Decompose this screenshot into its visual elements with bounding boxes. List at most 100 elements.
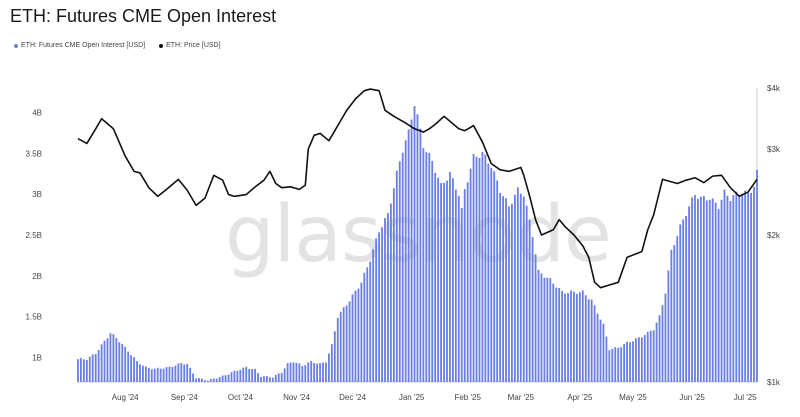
legend-item-price[interactable]: ETH: Price [USD] (159, 42, 221, 49)
oi-bar (345, 305, 348, 382)
oi-bar (112, 334, 115, 382)
oi-bar (567, 293, 569, 382)
legend-item-open-interest[interactable]: ETH: Futures CME Open Interest [USD] (14, 42, 145, 49)
oi-bar (245, 366, 248, 382)
oi-bar (664, 293, 667, 382)
oi-bar (454, 189, 457, 382)
chart-title: ETH: Futures CME Open Interest (10, 6, 277, 26)
oi-bar (602, 323, 605, 382)
oi-bar (351, 294, 354, 382)
oi-bar (130, 355, 133, 382)
oi-bar (121, 344, 124, 382)
oi-bar (658, 315, 661, 382)
oi-bar (451, 178, 454, 382)
oi-bar (649, 330, 652, 382)
oi-bar (632, 341, 634, 382)
oi-bar (478, 157, 481, 382)
oi-bar (106, 338, 109, 382)
oi-bar (738, 194, 741, 382)
oi-bar (496, 180, 499, 382)
oi-bar (357, 288, 360, 382)
oi-bar (384, 218, 386, 382)
oi-bar (313, 363, 316, 382)
oi-bar (227, 374, 230, 382)
oi-bar (413, 106, 416, 383)
oi-bar (242, 367, 245, 382)
y-left-tick-label: 2B (32, 272, 42, 281)
oi-bar (623, 344, 626, 382)
oi-bar (691, 197, 693, 382)
oi-bar (726, 195, 729, 382)
oi-bar (239, 369, 242, 382)
oi-bar (322, 362, 324, 382)
oi-bar (336, 318, 339, 382)
oi-bar (555, 287, 558, 382)
oi-bar (626, 341, 628, 382)
oi-bar (425, 152, 428, 382)
oi-bar (519, 193, 522, 382)
oi-bar (301, 366, 304, 382)
oi-bar (159, 368, 162, 382)
oi-bar (646, 331, 649, 382)
oi-bar (80, 358, 82, 382)
oi-bar (469, 168, 472, 382)
oi-bar (286, 363, 289, 382)
oi-bar (590, 299, 593, 382)
oi-bar (741, 193, 744, 382)
oi-bar (387, 213, 389, 382)
oi-bar (198, 378, 200, 382)
oi-bar (516, 187, 519, 382)
oi-bar (192, 373, 195, 382)
oi-bar (637, 337, 640, 382)
oi-bar (735, 191, 738, 382)
oi-bar (103, 340, 106, 382)
oi-bar (363, 272, 366, 382)
oi-bar (744, 190, 747, 382)
oi-bar (605, 336, 608, 382)
oi-bar (136, 361, 138, 382)
oi-bar (561, 290, 564, 382)
oi-bar (327, 353, 330, 382)
oi-bar (487, 163, 490, 382)
oi-bar (670, 249, 673, 382)
oi-bar (720, 199, 723, 382)
y-left-tick-label: 3B (32, 190, 42, 199)
oi-bar (369, 261, 372, 382)
oi-bar (85, 360, 88, 382)
oi-bar (513, 194, 516, 382)
oi-bar (756, 169, 758, 382)
oi-bar (711, 198, 714, 382)
oi-bar (661, 305, 664, 382)
oi-bar (688, 206, 690, 382)
oi-bar (183, 364, 186, 382)
oi-bar (564, 293, 566, 382)
oi-bar (578, 292, 581, 382)
oi-bar (127, 351, 130, 382)
oi-bar (729, 201, 732, 382)
oi-bar (747, 192, 750, 382)
oi-bar (717, 209, 720, 382)
x-tick-label: Mar '25 (508, 393, 535, 402)
x-tick-label: Apr '25 (567, 393, 593, 402)
oi-bar (419, 128, 422, 382)
oi-bar (702, 196, 705, 382)
legend-swatch-price (159, 43, 164, 48)
oi-bar (212, 378, 215, 382)
oi-bar (186, 363, 189, 382)
oi-bar (233, 370, 236, 382)
oi-bar (375, 238, 378, 382)
oi-bar (549, 278, 552, 382)
oi-bar (635, 338, 637, 382)
oi-bar (546, 277, 549, 382)
oi-bar (209, 378, 212, 382)
oi-bar (147, 367, 150, 382)
oi-bar (97, 350, 100, 382)
oi-bar (697, 198, 699, 382)
oi-bar (77, 359, 79, 382)
oi-bar (307, 362, 310, 382)
oi-bar (221, 375, 224, 382)
legend-label-open-interest: ETH: Futures CME Open Interest [USD] (21, 42, 146, 49)
oi-bar (333, 331, 336, 382)
oi-bar (174, 365, 177, 382)
